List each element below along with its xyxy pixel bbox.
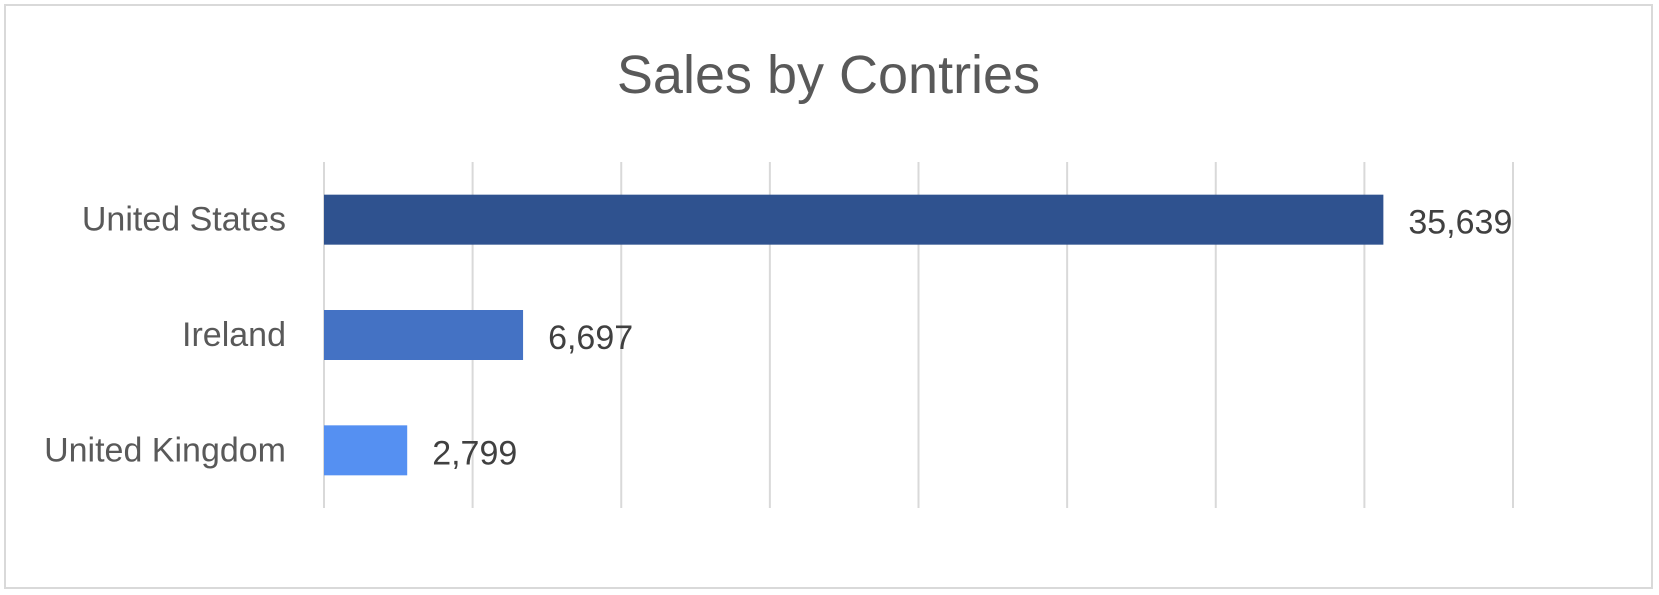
data-label: 2,799 (432, 434, 517, 472)
data-label: 6,697 (548, 319, 633, 357)
chart-title: Sales by Contries (616, 45, 1041, 105)
chart-frame: Sales by Contries (4, 4, 1653, 589)
category-label: United States (82, 201, 286, 239)
data-label: 35,639 (1408, 204, 1512, 242)
bars (324, 194, 1384, 476)
bar-united-kingdom (324, 425, 408, 476)
category-label: United Kingdom (44, 431, 286, 469)
category-label: Ireland (182, 316, 286, 354)
bar-united-states (324, 194, 1384, 245)
labels: United States 35,639 Ireland 6,697 United Ki… (44, 201, 1512, 473)
bar-ireland (324, 310, 524, 360)
